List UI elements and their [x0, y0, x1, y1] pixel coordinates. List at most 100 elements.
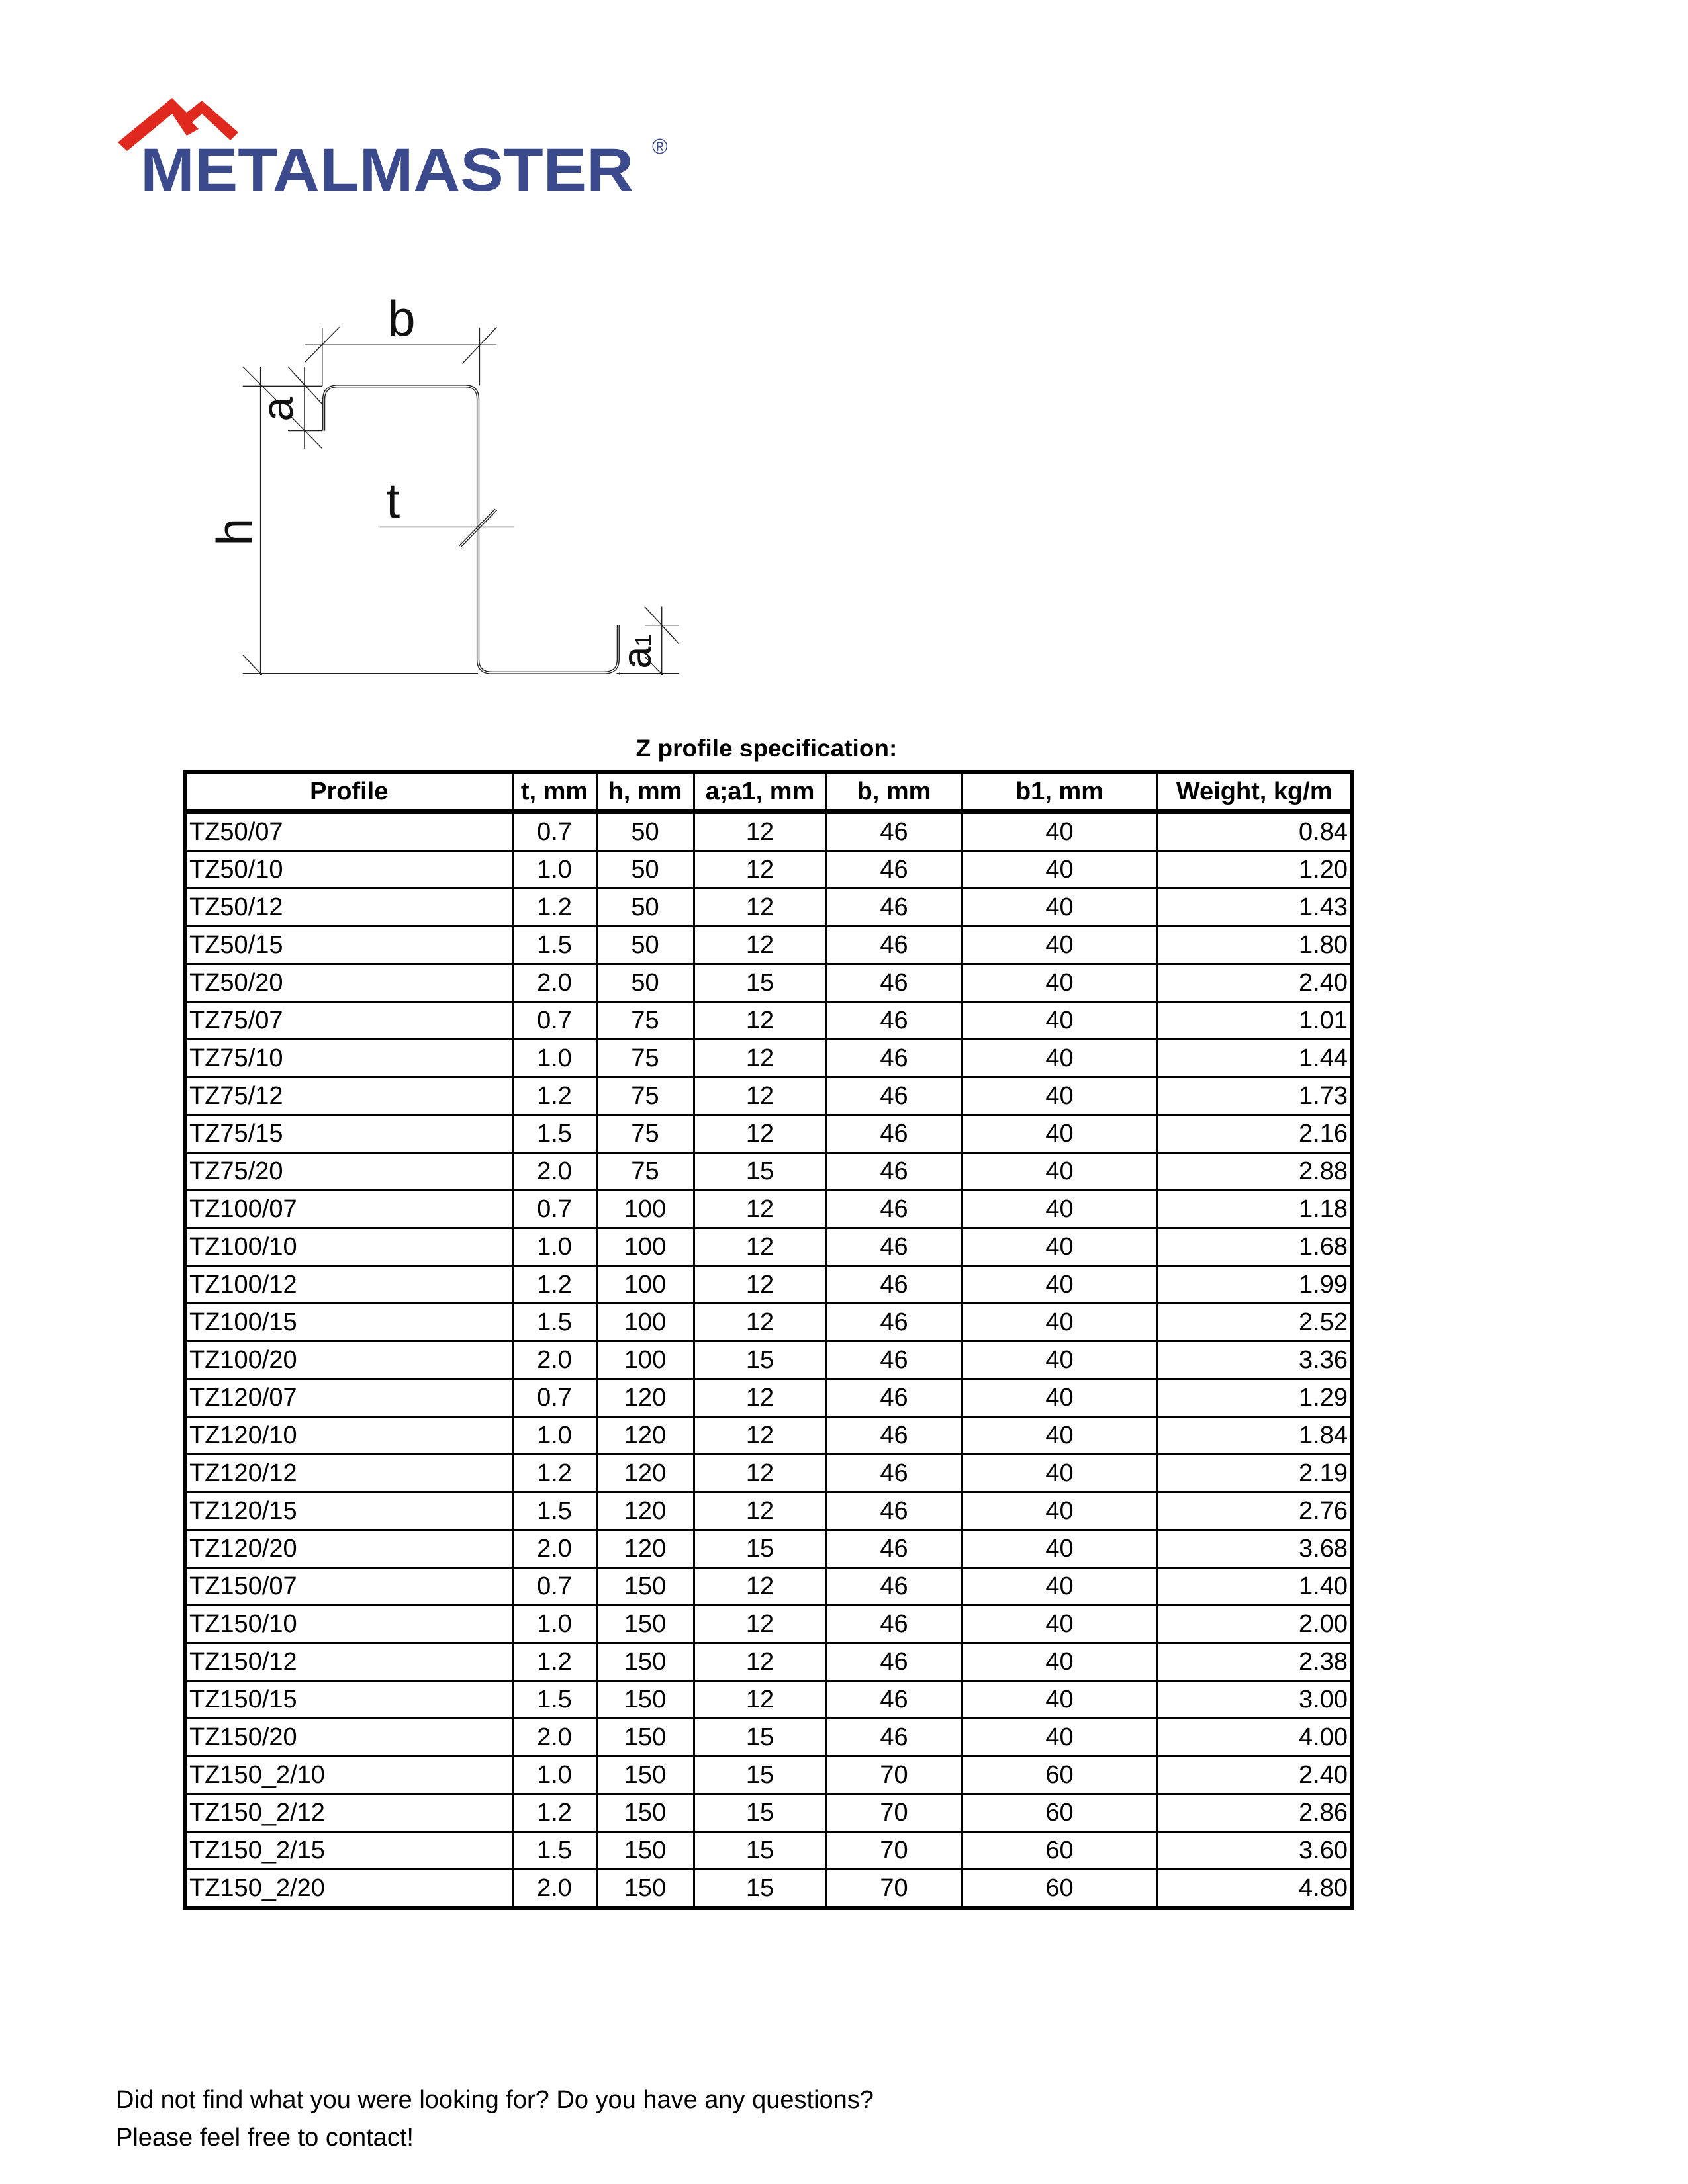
column-header: b, mm	[825, 770, 963, 814]
table-cell: 12	[692, 1378, 827, 1418]
table-row: TZ75/12 1.2 75 12 46 40 1.73	[183, 1076, 1354, 1116]
table-cell: 15	[692, 1717, 827, 1757]
table-row: TZ100/10 1.0 100 12 46 40 1.68	[183, 1227, 1354, 1267]
table-row: TZ100/20 2.0 100 15 46 40 3.36	[183, 1340, 1354, 1380]
table-cell: TZ150/15	[183, 1680, 514, 1719]
column-header: Weight, kg/m	[1156, 770, 1354, 814]
table-cell: 12	[692, 1642, 827, 1682]
table-cell: 2.0	[511, 1340, 598, 1380]
table-cell: 120	[595, 1416, 695, 1455]
table-cell: TZ50/15	[183, 925, 514, 965]
table-cell: 1.2	[511, 1453, 598, 1493]
table-cell: 2.0	[511, 1868, 598, 1909]
table-cell: 1.73	[1156, 1076, 1354, 1116]
table-cell: 46	[825, 1265, 963, 1304]
table-cell: TZ150_2/20	[183, 1868, 514, 1909]
table-row: TZ100/07 0.7 100 12 46 40 1.18	[183, 1189, 1354, 1229]
z-profile-diagram: b t h a b1 a1	[207, 291, 680, 675]
table-cell: 1.5	[511, 1114, 598, 1154]
table-row: TZ75/10 1.0 75 12 46 40 1.44	[183, 1038, 1354, 1078]
table-row: TZ120/12 1.2 120 12 46 40 2.19	[183, 1453, 1354, 1493]
table-cell: 150	[595, 1680, 695, 1719]
table-cell: 2.40	[1156, 963, 1354, 1003]
column-header: a;a1, mm	[692, 770, 827, 814]
table-cell: TZ100/15	[183, 1302, 514, 1342]
table-cell: 40	[961, 1302, 1158, 1342]
table-cell: 46	[825, 1038, 963, 1078]
table-cell: 150	[595, 1642, 695, 1682]
table-row: TZ150_2/15 1.5 150 15 70 60 3.60	[183, 1831, 1354, 1870]
table-cell: TZ150_2/12	[183, 1793, 514, 1833]
table-cell: 75	[595, 1114, 695, 1154]
table-cell: 46	[825, 811, 963, 852]
table-cell: 40	[961, 1152, 1158, 1191]
table-cell: 1.2	[511, 1076, 598, 1116]
table-cell: 4.00	[1156, 1717, 1354, 1757]
table-cell: 15	[692, 1340, 827, 1380]
table-cell: 4.80	[1156, 1868, 1354, 1909]
table-cell: 1.99	[1156, 1265, 1354, 1304]
table-cell: 120	[595, 1378, 695, 1418]
table-row: TZ150_2/20 2.0 150 15 70 60 4.80	[183, 1868, 1354, 1909]
table-cell: 2.86	[1156, 1793, 1354, 1833]
table-row: TZ120/07 0.7 120 12 46 40 1.29	[183, 1378, 1354, 1418]
table-cell: 40	[961, 963, 1158, 1003]
table-cell: 46	[825, 963, 963, 1003]
table-cell: 2.16	[1156, 1114, 1354, 1154]
table-cell: 12	[692, 1302, 827, 1342]
table-cell: 40	[961, 850, 1158, 889]
table-cell: TZ100/07	[183, 1189, 514, 1229]
table-cell: TZ75/12	[183, 1076, 514, 1116]
table-row: TZ120/15 1.5 120 12 46 40 2.76	[183, 1491, 1354, 1531]
column-header: Profile	[183, 770, 514, 814]
table-cell: 1.01	[1156, 1001, 1354, 1040]
table-cell: 1.20	[1156, 850, 1354, 889]
registered-mark: ®	[652, 134, 668, 158]
column-header: b1, mm	[961, 770, 1158, 814]
table-cell: 70	[825, 1868, 963, 1909]
table-cell: 2.38	[1156, 1642, 1354, 1682]
table-cell: 50	[595, 811, 695, 852]
table-title: Z profile specification:	[635, 735, 898, 762]
table-cell: 1.18	[1156, 1189, 1354, 1229]
table-cell: 2.19	[1156, 1453, 1354, 1493]
table-cell: TZ100/20	[183, 1340, 514, 1380]
table-cell: 1.5	[511, 1491, 598, 1531]
table-cell: 40	[961, 1378, 1158, 1418]
table-cell: TZ120/07	[183, 1378, 514, 1418]
table-row: TZ75/20 2.0 75 15 46 40 2.88	[183, 1152, 1354, 1191]
table-row: TZ150/15 1.5 150 12 46 40 3.00	[183, 1680, 1354, 1719]
table-cell: TZ150_2/15	[183, 1831, 514, 1870]
table-cell: 1.68	[1156, 1227, 1354, 1267]
table-cell: 40	[961, 1529, 1158, 1569]
table-row: TZ150/20 2.0 150 15 46 40 4.00	[183, 1717, 1354, 1757]
table-cell: 1.0	[511, 1227, 598, 1267]
table-cell: 3.60	[1156, 1831, 1354, 1870]
table-cell: 46	[825, 1152, 963, 1191]
table-cell: TZ150/07	[183, 1567, 514, 1606]
table-cell: 75	[595, 1076, 695, 1116]
table-cell: 40	[961, 1189, 1158, 1229]
z-profile-shape	[322, 385, 620, 674]
table-cell: 40	[961, 1717, 1158, 1757]
table-cell: 12	[692, 1076, 827, 1116]
table-row: TZ120/10 1.0 120 12 46 40 1.84	[183, 1416, 1354, 1455]
table-row: TZ50/15 1.5 50 12 46 40 1.80	[183, 925, 1354, 965]
table-cell: 46	[825, 1604, 963, 1644]
table-cell: 40	[961, 1416, 1158, 1455]
table-cell: 100	[595, 1265, 695, 1304]
table-cell: 50	[595, 925, 695, 965]
table-cell: 46	[825, 1378, 963, 1418]
table-cell: 46	[825, 1680, 963, 1719]
table-cell: 2.00	[1156, 1604, 1354, 1644]
table-cell: TZ150/12	[183, 1642, 514, 1682]
table-cell: 40	[961, 1340, 1158, 1380]
table-cell: 1.2	[511, 887, 598, 927]
label-h: h	[207, 518, 262, 546]
table-cell: 40	[961, 925, 1158, 965]
table-cell: 12	[692, 1189, 827, 1229]
table-cell: 12	[692, 1680, 827, 1719]
table-cell: 1.80	[1156, 925, 1354, 965]
table-cell: TZ120/10	[183, 1416, 514, 1455]
table-cell: TZ50/10	[183, 850, 514, 889]
